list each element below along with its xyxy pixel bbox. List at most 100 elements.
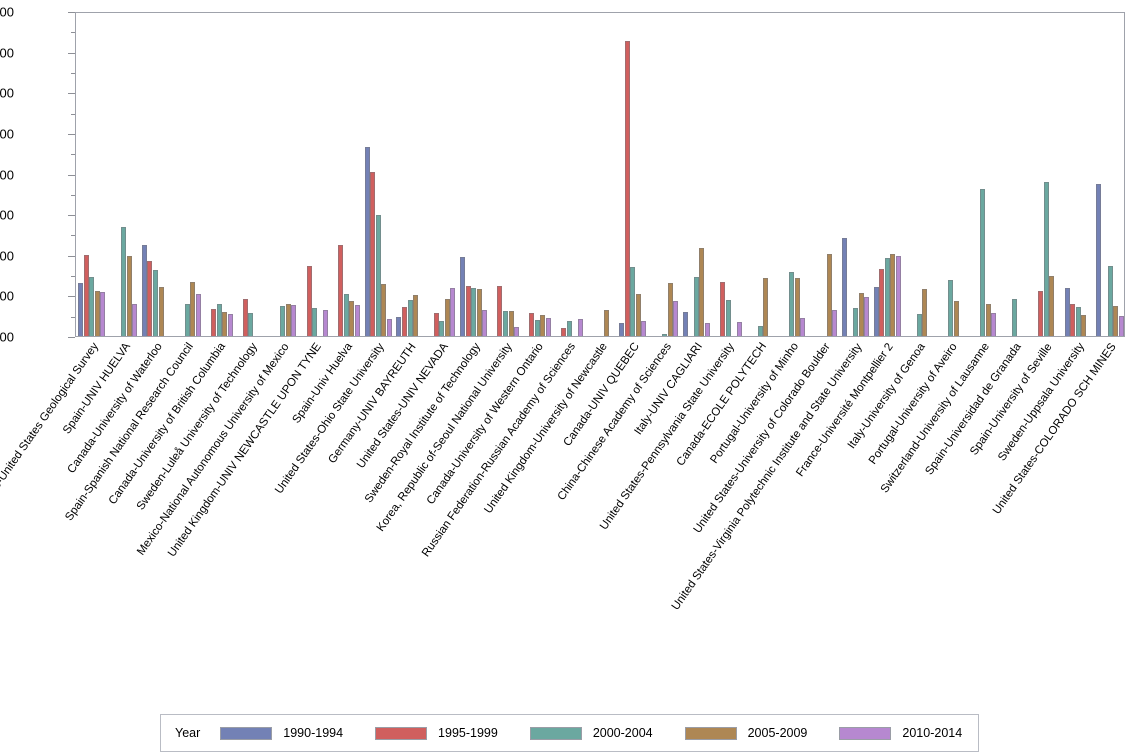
bar[interactable]: [725, 300, 731, 336]
bar[interactable]: [534, 319, 540, 336]
bar[interactable]: [508, 310, 514, 336]
bar[interactable]: [306, 266, 312, 336]
bar[interactable]: [94, 290, 100, 336]
legend-item[interactable]: 2010-2014: [839, 726, 962, 740]
bar[interactable]: [890, 253, 896, 336]
bar[interactable]: [858, 293, 864, 336]
bar[interactable]: [248, 313, 254, 336]
bar[interactable]: [291, 305, 297, 336]
bar[interactable]: [682, 312, 688, 336]
bar[interactable]: [153, 269, 159, 336]
bar[interactable]: [407, 300, 413, 336]
bar[interactable]: [1038, 290, 1044, 336]
bar[interactable]: [916, 313, 922, 336]
bar[interactable]: [1107, 266, 1113, 336]
bar[interactable]: [895, 256, 901, 336]
bar[interactable]: [211, 309, 217, 336]
bar[interactable]: [873, 287, 879, 336]
bar[interactable]: [364, 147, 370, 336]
legend-item[interactable]: 2000-2004: [529, 726, 653, 740]
bar[interactable]: [132, 303, 138, 336]
bar[interactable]: [635, 293, 641, 336]
bar[interactable]: [465, 286, 471, 336]
legend-item[interactable]: 1990-1994: [220, 726, 343, 740]
bar[interactable]: [343, 293, 349, 336]
bar[interactable]: [667, 283, 673, 336]
legend-item[interactable]: 1995-1999: [375, 726, 498, 740]
bar[interactable]: [763, 278, 769, 336]
bar[interactable]: [545, 318, 551, 336]
bar[interactable]: [794, 278, 800, 336]
bar[interactable]: [1075, 307, 1081, 336]
bar[interactable]: [402, 307, 408, 336]
bar[interactable]: [630, 266, 636, 336]
bar[interactable]: [841, 237, 847, 336]
bar[interactable]: [503, 311, 509, 336]
bar[interactable]: [89, 277, 95, 336]
bar[interactable]: [323, 310, 329, 336]
bar[interactable]: [619, 323, 625, 336]
bar[interactable]: [216, 303, 222, 336]
bar[interactable]: [141, 245, 147, 336]
bar[interactable]: [991, 312, 997, 336]
bar[interactable]: [757, 325, 763, 336]
bar[interactable]: [147, 260, 153, 336]
bar[interactable]: [158, 287, 164, 336]
bar[interactable]: [396, 317, 402, 336]
bar[interactable]: [980, 188, 986, 336]
bar[interactable]: [1043, 181, 1049, 336]
bar[interactable]: [948, 279, 954, 336]
bar[interactable]: [1096, 184, 1102, 336]
bar[interactable]: [476, 289, 482, 336]
bar[interactable]: [338, 245, 344, 336]
bar[interactable]: [83, 254, 89, 336]
bar[interactable]: [184, 303, 190, 336]
bar[interactable]: [853, 307, 859, 336]
bar[interactable]: [800, 318, 806, 336]
bar[interactable]: [720, 282, 726, 336]
bar[interactable]: [1118, 315, 1124, 336]
bar[interactable]: [444, 298, 450, 336]
bar[interactable]: [693, 277, 699, 336]
legend-item[interactable]: 2005-2009: [684, 726, 807, 740]
bar[interactable]: [954, 301, 960, 336]
bar[interactable]: [832, 310, 838, 336]
bar[interactable]: [375, 214, 381, 336]
bar[interactable]: [482, 309, 488, 336]
bar[interactable]: [566, 320, 572, 336]
bar[interactable]: [471, 288, 477, 336]
bar[interactable]: [497, 286, 503, 336]
bar[interactable]: [826, 254, 832, 336]
bar[interactable]: [195, 293, 201, 336]
bar[interactable]: [121, 227, 127, 336]
bar[interactable]: [641, 321, 647, 336]
bar[interactable]: [864, 297, 870, 336]
bar[interactable]: [922, 289, 928, 336]
bar[interactable]: [126, 255, 132, 336]
bar[interactable]: [355, 305, 361, 336]
bar[interactable]: [879, 268, 885, 336]
bar[interactable]: [280, 305, 286, 336]
bar[interactable]: [985, 303, 991, 336]
bar[interactable]: [736, 321, 742, 336]
bar[interactable]: [673, 301, 679, 336]
bar[interactable]: [884, 257, 890, 336]
bar[interactable]: [190, 281, 196, 336]
bar[interactable]: [1081, 314, 1087, 336]
bar[interactable]: [285, 303, 291, 336]
bar[interactable]: [242, 298, 248, 336]
bar[interactable]: [529, 313, 535, 336]
bar[interactable]: [433, 313, 439, 336]
bar[interactable]: [227, 314, 233, 336]
bar[interactable]: [370, 172, 376, 336]
bar[interactable]: [222, 311, 228, 336]
bar[interactable]: [705, 323, 711, 336]
bar[interactable]: [413, 294, 419, 336]
bar[interactable]: [624, 40, 630, 336]
bar[interactable]: [577, 319, 583, 336]
bar[interactable]: [561, 327, 567, 336]
bar[interactable]: [460, 256, 466, 336]
bar[interactable]: [312, 308, 318, 336]
bar[interactable]: [540, 315, 546, 336]
bar[interactable]: [662, 333, 668, 336]
